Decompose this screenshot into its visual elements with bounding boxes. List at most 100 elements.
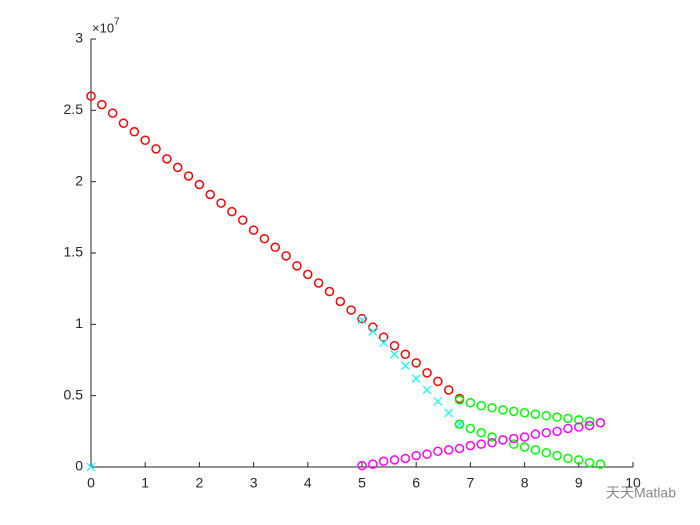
point: [368, 327, 378, 336]
y-tick-label: 1.5: [64, 244, 84, 260]
point: [584, 457, 595, 468]
point: [270, 242, 281, 253]
point: [487, 432, 497, 442]
point: [519, 408, 530, 418]
point: [379, 338, 389, 348]
point: [390, 349, 399, 359]
point: [454, 419, 465, 429]
point: [530, 409, 541, 419]
point: [400, 453, 411, 464]
point: [389, 455, 400, 465]
watermark: 天天Matlab: [606, 485, 676, 501]
point: [292, 261, 302, 271]
y-tick-label: 3: [75, 30, 83, 46]
y-exponent-power: 7: [114, 17, 120, 28]
point: [378, 332, 389, 342]
point: [248, 225, 259, 235]
point: [530, 445, 541, 455]
point: [216, 198, 226, 208]
x-tick-label: 0: [87, 475, 95, 491]
point: [443, 385, 454, 395]
point: [335, 296, 346, 307]
series: [86, 91, 465, 404]
point: [422, 368, 432, 378]
point: [595, 459, 606, 469]
point: [552, 412, 562, 422]
point: [465, 423, 476, 434]
point: [563, 413, 573, 424]
point: [151, 144, 161, 154]
point: [107, 108, 118, 118]
point: [454, 443, 465, 454]
point: [368, 322, 378, 332]
point: [574, 415, 584, 425]
x-tick-label: 10: [625, 475, 641, 491]
point: [530, 429, 541, 439]
point: [378, 456, 389, 467]
point: [162, 154, 172, 164]
point: [324, 286, 335, 297]
point: [129, 126, 140, 137]
point: [400, 361, 410, 371]
point: [584, 416, 595, 427]
point: [519, 442, 530, 452]
point: [183, 171, 194, 181]
point: [97, 99, 107, 110]
y-exponent: ×10: [92, 20, 114, 35]
x-tick-label: 1: [141, 475, 149, 491]
x-tick-label: 8: [521, 475, 529, 491]
point: [509, 433, 519, 444]
point: [357, 315, 367, 325]
point: [465, 440, 476, 451]
point: [259, 233, 270, 244]
point: [205, 189, 215, 200]
point: [303, 269, 313, 280]
y-tick-label: 0.5: [64, 386, 84, 402]
point: [346, 305, 356, 315]
y-tick-label: 2: [75, 172, 83, 188]
point: [509, 439, 519, 449]
point: [541, 428, 552, 438]
x-tick-label: 5: [358, 475, 366, 491]
x-tick-label: 4: [304, 475, 312, 491]
point: [281, 251, 291, 261]
point: [541, 410, 552, 421]
point: [368, 459, 378, 469]
series: [357, 418, 606, 471]
point: [487, 403, 497, 413]
point: [422, 449, 432, 459]
series: [86, 315, 464, 472]
x-tick-label: 9: [575, 475, 583, 491]
point: [422, 385, 432, 395]
series: [454, 395, 606, 428]
point: [519, 432, 530, 442]
point: [498, 435, 508, 445]
x-tick-label: 3: [250, 475, 258, 491]
point: [357, 313, 367, 324]
point: [574, 422, 584, 432]
x-tick-label: 6: [412, 475, 420, 491]
y-tick-label: 0: [75, 458, 83, 474]
point: [140, 135, 150, 146]
point: [238, 215, 248, 225]
point: [498, 405, 508, 415]
point: [411, 450, 421, 461]
point: [86, 91, 96, 101]
point: [227, 206, 237, 217]
point: [118, 118, 129, 128]
point: [595, 418, 606, 428]
point: [194, 179, 205, 190]
x-tick-label: 2: [196, 475, 204, 491]
point: [443, 445, 454, 455]
point: [454, 395, 465, 405]
point: [552, 426, 562, 437]
point: [433, 376, 443, 387]
point: [86, 462, 96, 472]
point: [563, 453, 573, 464]
point: [584, 420, 595, 431]
point: [476, 439, 486, 449]
point: [400, 349, 411, 360]
point: [563, 423, 573, 434]
y-tick-label: 1: [75, 315, 83, 331]
x-tick-label: 7: [467, 475, 475, 491]
